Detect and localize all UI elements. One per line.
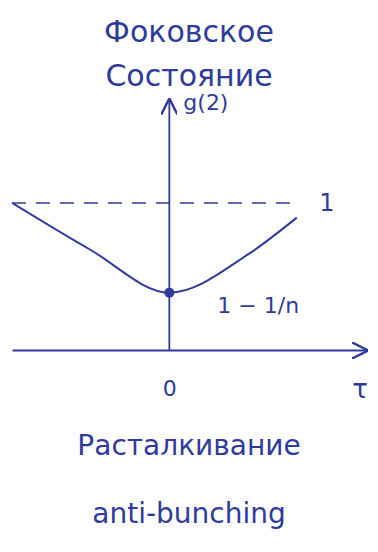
g2-curve (12, 203, 297, 293)
caption: anti-bunching (92, 497, 285, 530)
chart: ФоковскоеСостояние 0 1 g(2) τ 1 − 1/n Расталки… (0, 0, 378, 552)
grid-line (12, 202, 299, 204)
y-tick-label: 1 (319, 189, 334, 217)
y-axis-line (168, 100, 170, 350)
title: ФоковскоеСостояние (104, 14, 274, 93)
x-axis: 0 (13, 350, 367, 401)
x-axis-title: τ (352, 374, 368, 404)
plot-area (12, 203, 297, 298)
annotation-label: 1 − 1/n (217, 293, 299, 318)
caption: Расталкивание (77, 429, 300, 462)
x-axis-line (13, 350, 367, 352)
y-tick: 1 (169, 189, 334, 217)
annotation-dot (164, 288, 174, 298)
y-axis-title: g(2) (183, 90, 228, 115)
x-tick-label: 0 (163, 376, 177, 401)
y-axis: 1 (169, 100, 334, 350)
x-tick: 0 (163, 350, 177, 401)
